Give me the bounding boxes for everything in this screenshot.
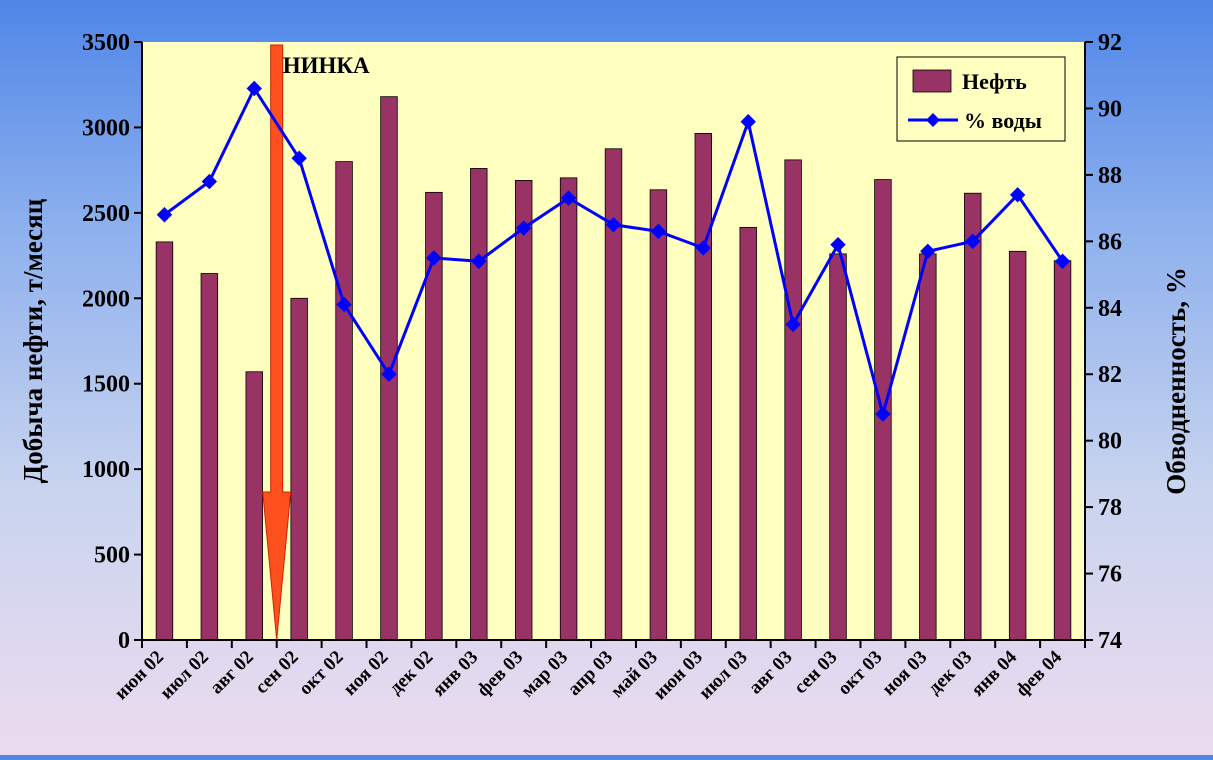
water-cut-point-9 bbox=[515, 220, 532, 236]
x-tick-label: сен 03 bbox=[790, 647, 841, 698]
bar-12 bbox=[649, 189, 668, 641]
bar-14 bbox=[739, 226, 757, 641]
water-cut-point-20 bbox=[1009, 187, 1026, 203]
y-tick-label-right: 78 bbox=[1098, 495, 1122, 521]
water-cut-point-16 bbox=[830, 236, 846, 253]
x-tick-label: фев 03 bbox=[473, 647, 527, 701]
x-tick-label: окт 03 bbox=[834, 647, 887, 700]
bar-18 bbox=[919, 253, 937, 641]
x-tick-label: авг 02 bbox=[206, 647, 258, 699]
bar-5 bbox=[335, 161, 353, 641]
bar-16 bbox=[829, 253, 847, 641]
y-tick-label-left: 2000 bbox=[82, 286, 130, 312]
legend-swatch-marker bbox=[926, 113, 940, 127]
x-tick-label: фев 04 bbox=[1012, 646, 1067, 701]
water-cut-point-4 bbox=[291, 150, 307, 166]
water-cut-point-15 bbox=[785, 316, 801, 333]
y-tick-label-left: 1000 bbox=[82, 457, 130, 483]
y-tick-label-left: 0 bbox=[118, 628, 130, 654]
water-cut-point-5 bbox=[336, 296, 352, 313]
annotation-label: НИНКА bbox=[283, 53, 370, 78]
water-cut-point-1 bbox=[156, 207, 173, 223]
water-cut-point-6 bbox=[381, 366, 397, 382]
y-tick-label-left: 500 bbox=[94, 543, 130, 569]
legend-swatch-bar bbox=[912, 69, 952, 93]
x-tick-label: июл 03 bbox=[695, 647, 752, 704]
x-tick-label: июл 02 bbox=[156, 647, 213, 704]
y-tick-label-left: 2500 bbox=[82, 201, 130, 227]
water-cut-point-17 bbox=[875, 406, 891, 422]
water-cut-point-3 bbox=[246, 80, 262, 97]
water-cut-point-8 bbox=[471, 253, 487, 269]
annotation-arrow bbox=[262, 44, 292, 641]
y-tick-label-right: 74 bbox=[1098, 628, 1122, 654]
bar-1 bbox=[155, 241, 174, 641]
bar-9 bbox=[514, 179, 533, 641]
y-tick-label-left: 3500 bbox=[82, 30, 130, 56]
bar-20 bbox=[1008, 250, 1027, 641]
bar-4 bbox=[290, 297, 308, 641]
x-tick-label: ноя 02 bbox=[339, 647, 392, 700]
x-tick-label: янв 03 bbox=[428, 647, 482, 701]
x-tick-label: сен 02 bbox=[251, 647, 302, 698]
y-axis-label-right: Обводненность, % bbox=[1161, 267, 1191, 494]
x-tick-label: дек 03 bbox=[924, 647, 976, 699]
bar-8 bbox=[470, 168, 488, 641]
y-tick-label-right: 82 bbox=[1098, 362, 1122, 388]
x-tick-label: окт 02 bbox=[295, 647, 348, 700]
water-cut-point-14 bbox=[740, 114, 756, 130]
water-cut-point-11 bbox=[605, 217, 622, 233]
water-cut-point-2 bbox=[201, 173, 218, 190]
bar-10 bbox=[559, 177, 578, 641]
legend-label-line: % воды bbox=[964, 108, 1042, 133]
x-tick-label: янв 04 bbox=[967, 646, 1021, 700]
y-tick-label-right: 80 bbox=[1098, 429, 1122, 455]
y-tick-label-right: 92 bbox=[1098, 30, 1122, 56]
x-tick-label: авг 03 bbox=[745, 647, 797, 699]
y-tick-label-left: 1500 bbox=[82, 372, 130, 398]
y-tick-label-right: 90 bbox=[1098, 96, 1122, 122]
x-tick-label: дек 02 bbox=[385, 647, 437, 699]
water-cut-point-13 bbox=[695, 240, 712, 256]
water-cut-point-19 bbox=[965, 233, 981, 250]
water-cut-point-7 bbox=[426, 250, 442, 266]
water-cut-point-18 bbox=[920, 243, 936, 260]
y-axis-label-left: Добыча нефти, т/месяц bbox=[18, 198, 48, 483]
y-tick-label-left: 3000 bbox=[82, 115, 130, 141]
x-tick-label: июн 03 bbox=[649, 647, 706, 704]
legend-label-bar: Нефть bbox=[962, 69, 1027, 94]
bar-2 bbox=[200, 273, 219, 641]
water-cut-point-21 bbox=[1054, 253, 1071, 269]
bar-15 bbox=[784, 159, 802, 641]
bar-3 bbox=[245, 371, 263, 641]
y-tick-label-right: 88 bbox=[1098, 163, 1122, 189]
legend: Нефть % воды bbox=[896, 56, 1066, 142]
x-tick-label: апр 03 bbox=[564, 647, 617, 700]
y-tick-label-right: 86 bbox=[1098, 229, 1122, 255]
x-tick-label: июн 02 bbox=[111, 647, 168, 704]
x-tick-label: мар 03 bbox=[517, 647, 572, 702]
y-tick-label-right: 76 bbox=[1098, 562, 1122, 588]
bar-13 bbox=[694, 133, 713, 641]
bar-19 bbox=[964, 192, 982, 641]
water-cut-point-10 bbox=[560, 190, 577, 206]
y-tick-label-right: 84 bbox=[1098, 296, 1122, 322]
water-cut-point-12 bbox=[650, 223, 667, 240]
bar-21 bbox=[1053, 260, 1072, 641]
x-tick-label: ноя 03 bbox=[878, 647, 931, 700]
